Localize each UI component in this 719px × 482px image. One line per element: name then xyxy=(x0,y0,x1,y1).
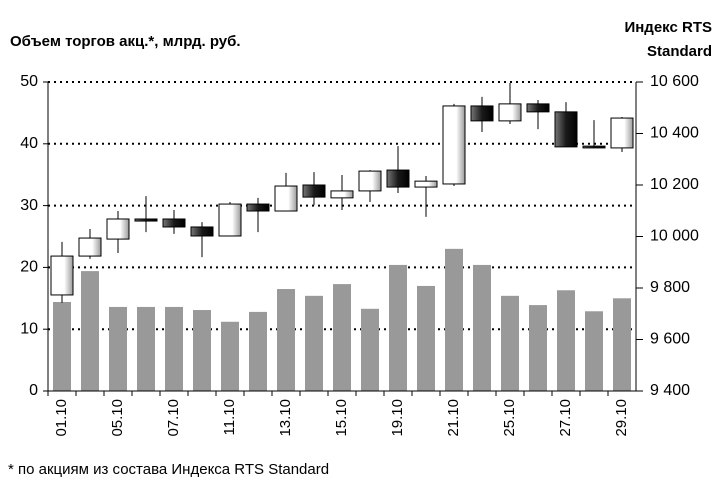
bar xyxy=(221,321,239,391)
candle-body xyxy=(610,117,634,149)
candle-body xyxy=(526,103,550,113)
bar xyxy=(417,285,435,391)
x-tick-label: 27.10 xyxy=(557,399,574,437)
y-tick-label: 30 xyxy=(20,197,38,214)
bar xyxy=(137,306,155,391)
y2-tick-label: 10 600 xyxy=(650,73,699,90)
candle-body xyxy=(470,105,494,122)
y2-tick-label: 9 800 xyxy=(650,279,690,296)
y-tick-label: 50 xyxy=(20,73,38,90)
candle-body xyxy=(78,237,102,257)
x-tick-label: 11.10 xyxy=(221,399,238,435)
y2-tick-label: 10 400 xyxy=(650,125,699,142)
bar xyxy=(193,310,211,391)
y2-tick-label: 10 200 xyxy=(650,176,699,193)
candle-body xyxy=(358,170,382,192)
candle-body xyxy=(190,226,214,237)
y-tick-label: 40 xyxy=(20,135,38,152)
bar xyxy=(109,306,127,391)
y-tick-label: 20 xyxy=(20,259,38,276)
x-tick-label: 05.10 xyxy=(109,399,126,437)
candle-body xyxy=(218,203,242,237)
candle-body xyxy=(386,169,410,188)
bar xyxy=(529,305,547,391)
candle-body xyxy=(554,111,578,148)
y2-title: Standard xyxy=(647,43,712,60)
bar xyxy=(501,295,519,391)
candle-body xyxy=(246,203,270,212)
candle-body xyxy=(330,190,354,199)
bar xyxy=(585,311,603,391)
candle-body xyxy=(302,184,326,198)
bar xyxy=(445,248,463,391)
candle-body xyxy=(134,218,158,222)
candle-body xyxy=(582,145,606,149)
y2-tick-label: 9 600 xyxy=(650,331,690,348)
bar xyxy=(473,264,491,391)
candle-body xyxy=(442,105,466,185)
footnote: * по акциям из состава Индекса RTS Stand… xyxy=(8,461,329,478)
candle-body xyxy=(498,103,522,122)
y2-tick-label: 9 400 xyxy=(650,382,690,399)
bar xyxy=(249,311,267,391)
x-tick-label: 13.10 xyxy=(277,399,294,437)
y2-tick-label: 10 000 xyxy=(650,228,699,245)
bar xyxy=(165,306,183,391)
candle-body xyxy=(162,218,186,228)
bar xyxy=(277,289,295,391)
candle-body xyxy=(274,185,298,212)
candle-body xyxy=(414,180,438,188)
x-tick-label: 15.10 xyxy=(333,399,350,437)
x-tick-label: 01.10 xyxy=(53,399,70,437)
x-tick-label: 19.10 xyxy=(389,399,406,437)
candle-body xyxy=(106,218,130,240)
y-tick-label: 10 xyxy=(20,320,38,337)
chart-title: Объем торгов акц.*, млрд. руб. xyxy=(10,33,241,50)
x-tick-label: 21.10 xyxy=(445,399,462,437)
x-tick-label: 29.10 xyxy=(613,399,630,437)
bar xyxy=(557,290,575,391)
bar xyxy=(53,302,71,391)
bar xyxy=(389,264,407,391)
bar xyxy=(361,308,379,391)
y-tick-label: 0 xyxy=(29,382,38,399)
y2-title: Индекс RTS xyxy=(624,19,712,36)
bar xyxy=(305,295,323,391)
bar xyxy=(333,284,351,391)
bar xyxy=(613,298,631,391)
x-tick-label: 25.10 xyxy=(501,399,518,437)
candle-body xyxy=(50,255,74,296)
bar xyxy=(81,271,99,391)
x-tick-label: 07.10 xyxy=(165,399,182,437)
